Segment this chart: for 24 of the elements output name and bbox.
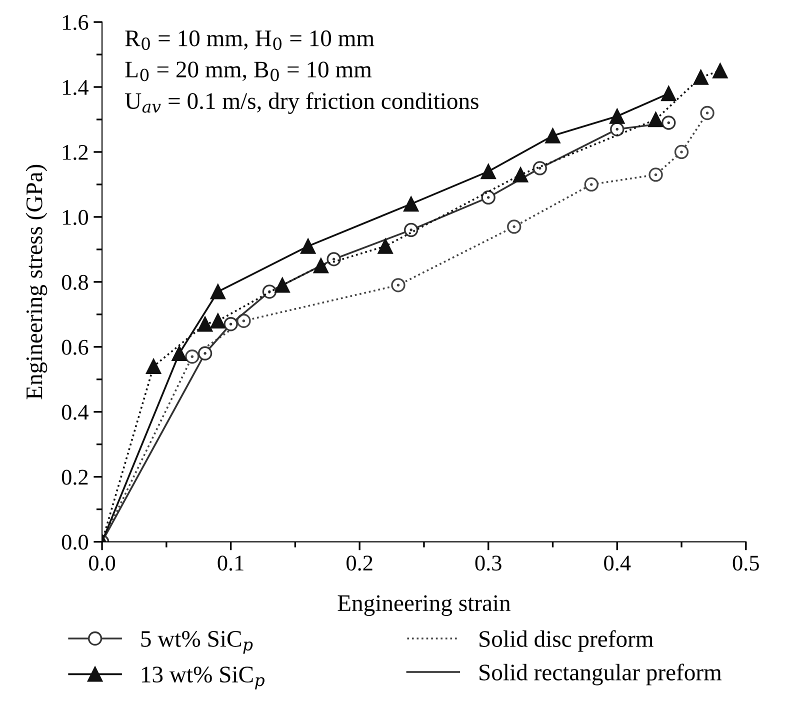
x-axis-title: Engineering strain [338,595,510,616]
y-tick-label: 0.2 [62,470,88,485]
text: Solid rectangular preform [480,664,722,686]
x-tick-label: 0.0 [88,556,116,571]
annotation: U$_{av}$ = 0.1 m/s, dry friction conditions [125,92,478,114]
x-tick-label: 0.1 [218,556,244,571]
y-tick-label: 0.4 [62,404,88,420]
y-tick-label: 1.4 [63,80,88,96]
y-tick-label: 0.6 [62,340,88,355]
y-tick-label: 0.8 [62,274,88,290]
legend-label: 13 wt% SiC$_{p}$ [142,666,264,690]
x-tick-label: 0.5 [732,556,759,571]
x-tick-label: 0.4 [604,556,631,571]
y-tick-label: 1.6 [63,15,88,30]
text: Solid disc preform [480,630,654,652]
annotation: R$_{0}$ = 10 mm, H$_{0}$ = 10 mm [125,30,374,50]
y-tick-label: 0.0 [62,534,88,550]
annotation: L$_{0}$ = 20 mm, B$_{0}$ = 10 mm [125,62,372,82]
legend-label: 5 wt% SiC$_{p}$ [141,630,253,654]
y-tick-label: 1.2 [63,144,88,160]
x-tick-label: 0.3 [475,556,502,571]
y-axis-title: Engineering stress (GPa) [26,164,48,400]
y-tick-label: 1.0 [63,210,88,225]
x-tick-label: 0.2 [346,556,372,571]
